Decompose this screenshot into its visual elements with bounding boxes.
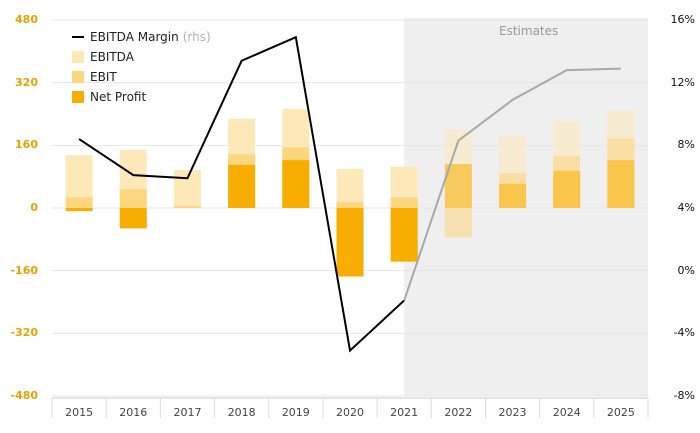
bar-net-profit-2015: [65, 208, 93, 212]
x-tick-label: 2025: [606, 406, 635, 419]
x-tick-label: 2015: [65, 406, 94, 419]
left-tick-label: 0: [30, 201, 38, 214]
bar-net-profit-2022: [444, 164, 472, 208]
right-tick-label: 8%: [677, 138, 695, 152]
bar-net-profit-2021: [390, 208, 418, 262]
legend-label-ebitda: EBITDA: [90, 50, 134, 64]
right-tick-label: 16%: [670, 13, 695, 26]
left-tick-label: 480: [15, 13, 38, 26]
left-tick-label: -480: [10, 389, 38, 402]
legend-label-ebit: EBIT: [90, 70, 117, 84]
right-tick-label: 4%: [677, 201, 695, 214]
x-tick-label: 2016: [119, 406, 148, 419]
x-tick-label: 2018: [227, 406, 256, 419]
x-tick-label: 2019: [281, 406, 310, 419]
bar-ebitda-2020: [336, 168, 364, 208]
bar-net-profit-2020: [336, 208, 364, 277]
x-tick-label: 2017: [173, 406, 202, 419]
legend-label-ebitda-margin: EBITDA Margin: [90, 30, 179, 44]
right-tick-label: -8%: [673, 389, 695, 402]
estimates-label: Estimates: [499, 24, 559, 38]
bar-net-profit-2019: [282, 160, 310, 208]
right-tick-label: 0%: [677, 263, 695, 277]
legend-item-net-profit: Net Profit: [72, 87, 211, 107]
bar-ebit-2022: [444, 208, 472, 238]
left-tick-label: 320: [15, 75, 38, 89]
bar-net-profit-2016: [119, 208, 147, 229]
x-tick-label: 2022: [444, 406, 473, 419]
right-tick-label: 12%: [670, 75, 695, 89]
x-tick-label: 2020: [336, 406, 364, 419]
line-ebitda-margin-actual: [78, 35, 405, 353]
legend-label-net-profit: Net Profit: [90, 90, 147, 104]
legend-item-ebitda: EBITDA: [72, 47, 211, 67]
legend-item-ebitda-margin: EBITDA Margin (rhs): [72, 27, 211, 47]
bar-net-profit-2024: [553, 170, 581, 208]
x-tick-label: 2023: [498, 406, 527, 419]
bar-ebit-2017: [173, 206, 201, 208]
left-tick-label: -320: [10, 326, 38, 340]
legend-item-ebit: EBIT: [72, 67, 211, 87]
legend-rhs-suffix: (rhs): [182, 30, 211, 44]
bar-net-profit-2025: [607, 160, 635, 208]
right-tick-label: -4%: [673, 326, 695, 340]
bar-ebit-2021: [390, 197, 418, 208]
legend-line-swatch: [72, 36, 84, 38]
bar-ebitda-2017: [173, 170, 201, 208]
left-tick-label: 160: [15, 138, 38, 152]
bar-net-profit-2023: [499, 183, 527, 208]
bar-ebit-2015: [65, 197, 93, 208]
bar-ebit-2020: [336, 202, 364, 208]
legend-swatch-ebit: [72, 71, 84, 83]
x-tick-label: 2021: [390, 406, 419, 419]
line-ebitda-margin-estimate: [403, 67, 621, 301]
bar-ebit-2016: [119, 189, 147, 208]
legend-swatch-ebitda: [72, 51, 84, 63]
legend: EBITDA Margin (rhs) EBITDA EBIT Net Prof…: [72, 27, 211, 107]
legend-swatch-net-profit: [72, 91, 84, 103]
left-tick-label: -160: [10, 263, 38, 277]
x-tick-label: 2024: [552, 406, 581, 419]
bar-net-profit-2018: [228, 164, 256, 208]
